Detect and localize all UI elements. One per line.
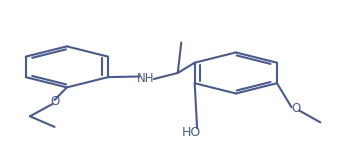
Text: O: O [50, 95, 59, 108]
Text: NH: NH [137, 72, 155, 85]
Text: O: O [291, 102, 300, 115]
Text: HO: HO [182, 126, 201, 139]
